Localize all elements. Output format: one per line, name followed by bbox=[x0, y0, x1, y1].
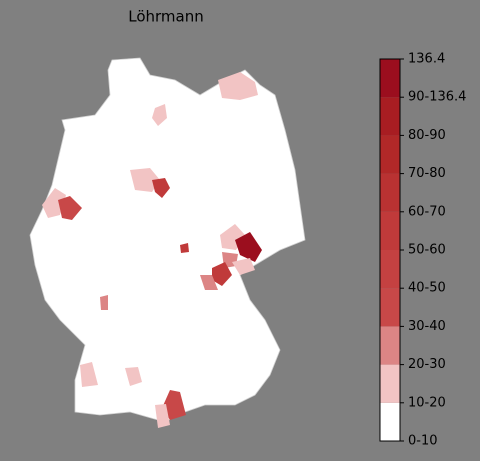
colorbar-label: 30-40 bbox=[408, 319, 446, 334]
colorbar-label: 50-60 bbox=[408, 243, 446, 258]
colorbar-segment bbox=[380, 288, 400, 327]
colorbar-segment bbox=[380, 211, 400, 250]
colorbar-segment bbox=[380, 97, 400, 136]
region bbox=[152, 178, 170, 198]
region bbox=[100, 295, 108, 310]
colorbar-frame bbox=[379, 58, 401, 442]
colorbar-label: 20-30 bbox=[408, 357, 446, 372]
region bbox=[152, 104, 167, 126]
colorbar-segment bbox=[380, 250, 400, 289]
colorbar-label: 40-50 bbox=[408, 281, 446, 296]
colorbar-segment bbox=[380, 135, 400, 174]
region bbox=[155, 404, 170, 428]
colorbar-segment bbox=[380, 364, 400, 403]
region bbox=[200, 275, 218, 290]
colorbar-label: 60-70 bbox=[408, 204, 446, 219]
colorbar-label: 90-136.4 bbox=[408, 90, 466, 105]
colorbar-segment bbox=[380, 59, 400, 98]
region bbox=[218, 72, 258, 100]
colorbar-label: 136.4 bbox=[408, 52, 445, 67]
region bbox=[42, 188, 66, 218]
region bbox=[130, 168, 160, 192]
region bbox=[162, 390, 186, 420]
region bbox=[232, 258, 255, 275]
region bbox=[235, 232, 262, 262]
colorbar-label: 80-90 bbox=[408, 128, 446, 143]
region bbox=[125, 367, 142, 386]
region bbox=[58, 196, 82, 220]
colorbar-segment bbox=[380, 402, 400, 441]
legend-colorbar: 0-10 10-20 20-30 30-40 40-50 50-60 60-70 70-80 8… bbox=[380, 52, 466, 449]
colorbar-label: 0-10 bbox=[408, 434, 438, 449]
region bbox=[212, 262, 232, 286]
colorbar-label: 10-20 bbox=[408, 395, 446, 410]
colorbar-segment bbox=[380, 326, 400, 365]
country-map bbox=[29, 57, 306, 428]
region bbox=[80, 362, 98, 387]
map-title: Löhrmann bbox=[128, 8, 204, 26]
colorbar-segment bbox=[380, 173, 400, 212]
colorbar-label: 70-80 bbox=[408, 166, 446, 181]
region bbox=[180, 243, 189, 253]
